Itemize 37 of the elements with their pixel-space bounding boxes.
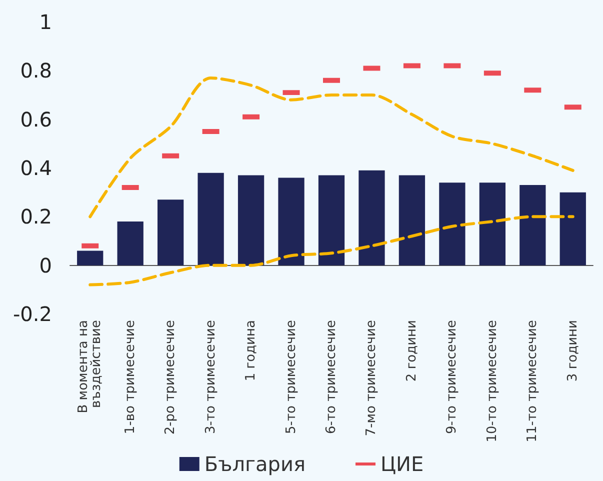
x-tick-label: 7-мо тримесечие <box>364 320 380 436</box>
bar <box>520 185 546 266</box>
y-tick-label: 1 <box>39 10 52 34</box>
x-tick-label: 6-то тримесечие <box>324 320 339 434</box>
bar <box>358 170 385 266</box>
bar <box>318 175 345 266</box>
x-tick-label: 11-то тримесечие <box>525 320 540 442</box>
bar <box>158 200 184 266</box>
legend-label: ЦИЕ <box>380 452 424 476</box>
bar <box>278 178 304 266</box>
line-series <box>88 76 574 218</box>
bar <box>439 182 466 266</box>
legend-label: България <box>204 452 306 476</box>
x-tick-label: 1 година <box>244 320 259 382</box>
x-tick-label: 5-то тримесечие <box>284 320 299 434</box>
y-tick-label: 0 <box>39 253 52 278</box>
x-tick-label: 10-то тримесечие <box>484 320 500 442</box>
bar <box>479 182 506 266</box>
y-tick-label: -0.2 <box>12 302 52 326</box>
y-tick-label: 0.2 <box>20 204 52 229</box>
y-tick-label: 0.8 <box>20 58 52 83</box>
x-tick-label: 3 години <box>565 320 580 382</box>
x-tick-label: 2 години <box>404 320 420 382</box>
bar <box>77 250 104 266</box>
line-series <box>88 215 574 286</box>
y-tick-label: 0.6 <box>20 107 52 132</box>
x-tick-label: В момента на въздействие <box>76 320 104 414</box>
bar <box>560 192 586 266</box>
x-tick-label: 3-то тримесечие <box>203 320 218 434</box>
x-tick-label: 2-ро тримесечие <box>163 320 178 435</box>
bar <box>238 175 264 266</box>
x-tick-label: 9-то тримесечие <box>444 320 460 434</box>
bar <box>398 175 426 266</box>
y-tick-label: 0.4 <box>20 156 52 180</box>
x-tick-label: 1-во тримесечие <box>122 320 138 434</box>
bar <box>198 172 224 266</box>
bar <box>117 222 144 266</box>
